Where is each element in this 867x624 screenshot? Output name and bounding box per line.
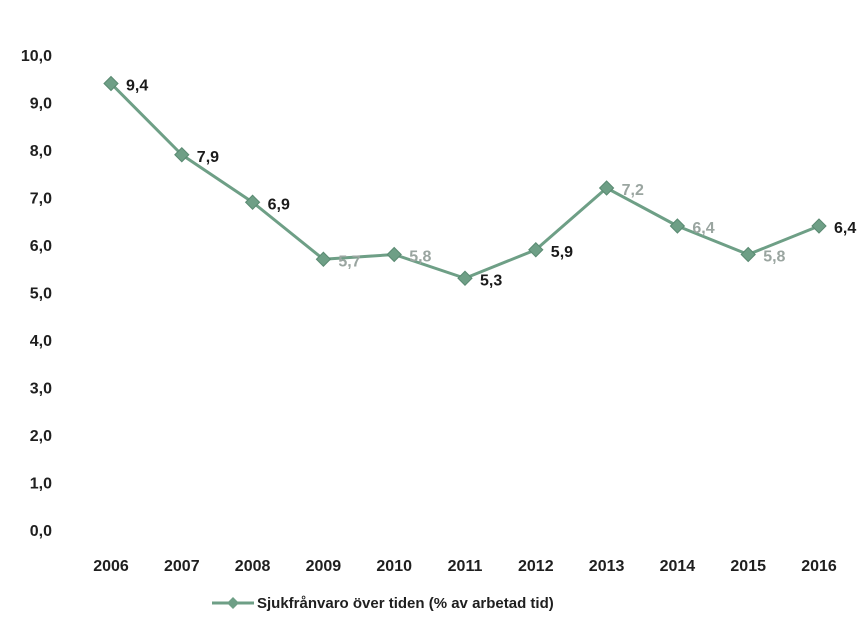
y-tick-label: 1,0	[30, 476, 52, 493]
series-line-segment	[109, 82, 184, 157]
y-tick-label: 8,0	[30, 143, 52, 160]
data-label: 5,8	[763, 249, 785, 266]
legend-label: Sjukfrånvaro över tiden (% av arbetad ti…	[257, 595, 554, 612]
x-tick-label: 2009	[306, 558, 342, 575]
y-tick-label: 6,0	[30, 238, 52, 255]
x-tick-label: 2006	[93, 558, 129, 575]
data-label: 5,3	[480, 272, 502, 289]
data-label: 5,9	[551, 244, 573, 261]
x-tick-label: 2008	[235, 558, 271, 575]
series-line-segment	[746, 224, 821, 256]
data-label: 6,9	[268, 196, 290, 213]
data-point-marker	[669, 218, 686, 234]
y-tick-label: 10,0	[21, 48, 52, 65]
legend: Sjukfrånvaro över tiden (% av arbetad ti…	[212, 595, 554, 612]
y-tick-label: 9,0	[30, 96, 52, 113]
y-tick-label: 5,0	[30, 286, 52, 303]
y-tick-label: 3,0	[30, 381, 52, 398]
series-line-segment	[463, 248, 538, 280]
y-tick-label: 7,0	[30, 191, 52, 208]
data-label: 6,4	[834, 220, 856, 237]
x-tick-label: 2012	[518, 558, 554, 575]
series-line-segment	[251, 200, 325, 261]
x-tick-label: 2013	[589, 558, 625, 575]
legend-diamond-marker	[227, 597, 239, 609]
y-tick-label: 4,0	[30, 333, 52, 350]
data-label: 7,9	[197, 149, 219, 166]
x-tick-label: 2014	[660, 558, 696, 575]
x-tick-label: 2016	[801, 558, 837, 575]
data-point-marker	[598, 180, 615, 196]
data-point-marker	[315, 251, 332, 267]
data-label: 5,7	[338, 253, 360, 270]
data-point-marker	[103, 75, 119, 92]
y-tick-label: 2,0	[30, 428, 52, 445]
data-point-marker	[174, 147, 190, 163]
series-line-group	[109, 82, 821, 280]
data-label: 5,8	[409, 249, 431, 266]
data-point-marker	[740, 246, 756, 263]
x-tick-label: 2011	[448, 558, 483, 575]
x-tick-label: 2007	[164, 558, 200, 575]
data-point-marker	[811, 218, 827, 234]
x-axis-tick-labels: 2006 2007 2008 2009 2010 2011 2012 2013 2014 2015…	[93, 558, 837, 575]
series-line-segment	[675, 224, 750, 256]
series-line-segment	[180, 153, 255, 204]
data-point-marker	[244, 194, 261, 210]
y-tick-label: 0,0	[30, 523, 52, 540]
data-point-marker	[528, 242, 544, 258]
data-point-marker	[457, 270, 473, 286]
x-tick-label: 2010	[376, 558, 412, 575]
data-point-marker	[386, 246, 402, 263]
series-marker-group	[103, 75, 827, 286]
series-line-segment	[392, 253, 467, 280]
y-axis-tick-labels: 0,0 1,0 2,0 3,0 4,0 5,0 6,0 7,0 8,0 9,0 10,0	[21, 48, 52, 540]
series-line-segment	[321, 253, 396, 261]
data-label: 6,4	[692, 220, 714, 237]
data-label-group: 9,4 7,9 6,9 5,7 5,8 5,3 5,9 7,2 6,4 5,8 6,4	[126, 78, 856, 290]
data-label: 7,2	[622, 182, 644, 199]
series-line-segment	[605, 186, 679, 228]
x-tick-label: 2015	[730, 558, 766, 575]
data-label: 9,4	[126, 78, 148, 95]
series-line-segment	[534, 186, 609, 252]
